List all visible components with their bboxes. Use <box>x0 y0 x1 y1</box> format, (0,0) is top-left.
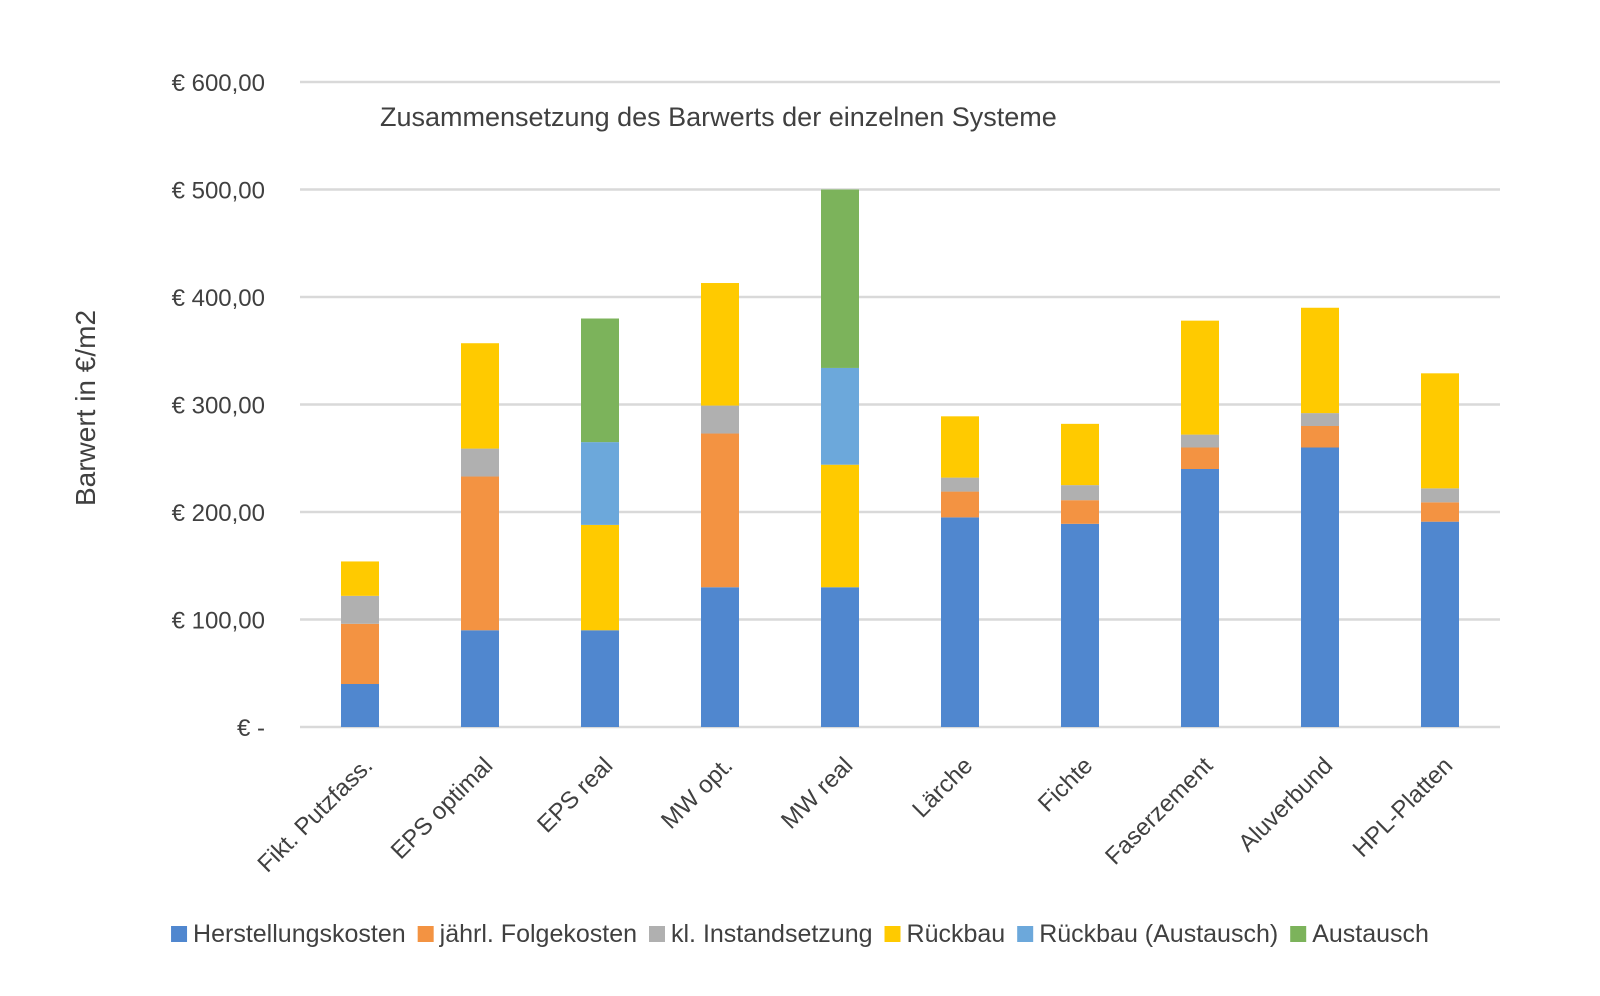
legend-label: kl. Instandsetzung <box>671 920 873 948</box>
bar-segment-1 <box>581 630 619 727</box>
bar-segment-4 <box>1301 307 1339 414</box>
legend-swatch <box>1290 926 1307 942</box>
y-tick-label: € - <box>237 715 265 742</box>
bar-segment-4 <box>461 343 499 449</box>
legend-item: Rückbau (Austausch) <box>1017 920 1278 948</box>
bar-segment-4 <box>1181 320 1219 435</box>
bar-segment-1 <box>341 684 379 727</box>
x-tick-label: HPL-Platten <box>1348 752 1459 863</box>
bar-segment-3 <box>341 595 379 624</box>
bar-segment-3 <box>1421 488 1459 503</box>
bar-segment-2 <box>1181 447 1219 469</box>
bar-segment-4 <box>1421 373 1459 489</box>
bar-segment-4 <box>341 561 379 596</box>
bar-segment-2 <box>1061 500 1099 524</box>
y-tick-label: € 600,00 <box>172 70 265 97</box>
bar-segment-4 <box>941 416 979 478</box>
legend-item: jährl. Folgekosten <box>417 920 637 948</box>
x-tick-label: Faserzement <box>1100 752 1218 870</box>
legend-label: jährl. Folgekosten <box>439 920 637 948</box>
bar-segment-2 <box>1301 426 1339 448</box>
y-axis-ticks: € - € 100,00 € 200,00 € 300,00 € 400,00 € 500… <box>172 70 265 742</box>
legend-swatch <box>417 926 434 942</box>
legend-item: Austausch <box>1290 920 1429 948</box>
bar-segment-3 <box>1061 485 1099 501</box>
legend-item: kl. Instandsetzung <box>649 920 873 948</box>
bar-segment-5 <box>821 367 859 465</box>
x-tick-label: Lärche <box>907 752 978 823</box>
legend-swatch <box>1017 926 1034 942</box>
y-axis-title: Barwert in €/m2 <box>70 310 101 506</box>
bar-segment-3 <box>701 405 739 434</box>
x-tick-label: EPS real <box>532 752 618 838</box>
legend-item: Rückbau <box>884 920 1006 948</box>
x-tick-label: MW opt. <box>656 752 738 834</box>
bar-segment-6 <box>581 318 619 443</box>
bar-segment-3 <box>1181 434 1219 448</box>
legend-label: Rückbau (Austausch) <box>1039 920 1278 948</box>
bar-segment-1 <box>821 587 859 727</box>
bar-segment-4 <box>1061 423 1099 486</box>
legend: Herstellungskosten jährl. Folgekosten kl. … <box>171 920 1429 948</box>
chart-title: Zusammensetzung des Barwerts der einzeln… <box>380 102 1057 132</box>
legend-swatch <box>171 926 188 942</box>
gridlines <box>300 80 1500 729</box>
y-tick-label: € 100,00 <box>172 608 265 635</box>
bar-segment-2 <box>341 623 379 684</box>
legend-label: Rückbau <box>907 920 1006 948</box>
bar-segment-2 <box>701 433 739 588</box>
bars <box>341 189 1459 727</box>
x-tick-label: EPS optimal <box>386 752 498 864</box>
bar-segment-1 <box>1061 523 1099 727</box>
x-axis-labels: Fikt. Putzfass. EPS optimal EPS real MW opt… <box>253 752 1459 878</box>
x-tick-label: Fikt. Putzfass. <box>253 752 379 878</box>
legend-swatch <box>884 926 901 942</box>
bar-segment-3 <box>1301 413 1339 426</box>
bar-segment-5 <box>581 442 619 525</box>
x-tick-label: Aluverbund <box>1233 752 1338 857</box>
bar-segment-1 <box>941 517 979 727</box>
bar-segment-1 <box>701 587 739 727</box>
bar-segment-1 <box>461 630 499 727</box>
y-tick-label: € 400,00 <box>172 285 265 312</box>
y-tick-label: € 300,00 <box>172 393 265 420</box>
y-tick-label: € 200,00 <box>172 500 265 527</box>
y-tick-label: € 500,00 <box>172 178 265 205</box>
x-tick-label: Fichte <box>1033 752 1098 817</box>
bar-segment-4 <box>701 283 739 406</box>
bar-segment-1 <box>1421 521 1459 727</box>
bar-segment-2 <box>1421 502 1459 522</box>
bar-segment-6 <box>821 189 859 368</box>
legend-item: Herstellungskosten <box>171 920 406 948</box>
bar-segment-3 <box>941 477 979 492</box>
bar-segment-1 <box>1181 469 1219 727</box>
x-tick-label: MW real <box>776 752 858 834</box>
bar-segment-2 <box>941 491 979 518</box>
legend-label: Austausch <box>1312 920 1429 948</box>
legend-label: Herstellungskosten <box>193 920 406 948</box>
bar-segment-4 <box>581 524 619 631</box>
legend-swatch <box>649 926 665 942</box>
bar-segment-4 <box>821 464 859 588</box>
bar-segment-2 <box>461 476 499 631</box>
bar-segment-3 <box>461 448 499 477</box>
bar-segment-1 <box>1301 447 1339 727</box>
